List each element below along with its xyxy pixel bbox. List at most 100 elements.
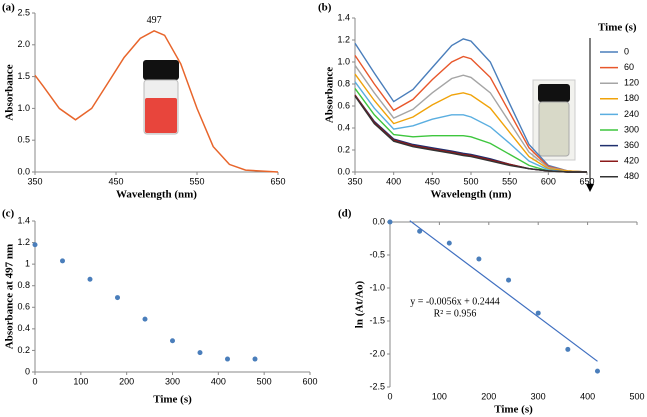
legend-label: 240 <box>624 109 639 119</box>
legend-label: 120 <box>624 78 639 88</box>
y-tick-label: 1 <box>25 259 30 269</box>
y-tick-label: 0.8 <box>17 280 30 290</box>
x-tick-label: 400 <box>386 176 401 186</box>
x-tick-label: 500 <box>257 376 272 386</box>
y-tick-label: 0 <box>25 366 30 376</box>
y-tick-label: 1.0 <box>337 56 350 66</box>
data-point <box>87 276 93 282</box>
y-tick-label: 1.2 <box>337 34 350 44</box>
y-tick-label: 0.5 <box>17 135 30 145</box>
series-line <box>34 29 279 173</box>
x-tick-label: 100 <box>432 391 447 401</box>
data-point <box>32 242 38 248</box>
x-axis-title: Wavelength (nm) <box>431 189 512 201</box>
y-tick-label: 2.5 <box>17 7 30 17</box>
y-axis-title: Absorbance at 497 nm <box>4 244 16 349</box>
data-point <box>506 277 512 283</box>
y-tick-label: 0.6 <box>17 302 30 312</box>
legend-label: 360 <box>624 140 639 150</box>
y-tick-label: -1.0 <box>369 282 385 292</box>
x-tick-label: 500 <box>463 176 478 186</box>
x-tick-label: 300 <box>531 391 546 401</box>
y-tick-label: 0.4 <box>337 122 350 132</box>
data-point <box>60 258 65 264</box>
y-tick-label: 0.6 <box>337 100 350 110</box>
legend-label: 420 <box>624 156 639 166</box>
x-tick-label: 200 <box>481 391 496 401</box>
annotation: 497 <box>147 15 162 26</box>
legend-arrow <box>586 38 594 192</box>
y-axis-title: Absorbance <box>324 67 336 123</box>
data-point <box>252 356 258 362</box>
vial-image <box>143 60 179 135</box>
x-tick-label: 0 <box>387 391 392 401</box>
x-axis-title: Wavelength (nm) <box>116 189 197 201</box>
x-axis-title: Time (s) <box>153 394 192 406</box>
y-tick-label: 1.0 <box>17 103 30 113</box>
vial-image <box>532 79 576 161</box>
data-point <box>594 368 600 374</box>
x-tick-label: 400 <box>211 376 226 386</box>
x-tick-label: 400 <box>580 391 595 401</box>
series-line <box>354 95 587 173</box>
legend-label: 0 <box>624 46 629 56</box>
x-tick-label: 600 <box>541 176 556 186</box>
series-line <box>354 55 588 173</box>
y-tick-label: 0.0 <box>372 216 385 226</box>
data-point <box>225 356 230 362</box>
series-line <box>354 81 587 173</box>
x-tick-label: 100 <box>73 376 88 386</box>
x-tick-label: 350 <box>27 176 42 186</box>
x-tick-label: 600 <box>302 376 317 386</box>
data-point <box>476 256 482 262</box>
legend-title: Time (s) <box>598 22 637 34</box>
data-point <box>142 316 148 322</box>
x-axis-title: Time (s) <box>494 404 533 416</box>
legend-label: 480 <box>624 171 639 181</box>
data-point <box>387 219 393 225</box>
panel-label: (d) <box>338 208 352 220</box>
x-tick-label: 650 <box>579 176 594 186</box>
y-tick-label: 1.2 <box>17 237 30 247</box>
x-tick-label: 500 <box>629 391 644 401</box>
y-tick-label: -2.0 <box>369 348 385 358</box>
y-tick-label: 1.5 <box>17 71 30 81</box>
trendline <box>409 220 598 362</box>
x-tick-label: 300 <box>165 376 180 386</box>
annotation: y = -0.0056x + 0.2444 <box>410 296 500 307</box>
y-tick-label: 1.4 <box>17 215 30 225</box>
data-point <box>197 350 203 356</box>
data-point <box>170 338 175 344</box>
y-tick-label: -1.5 <box>369 315 385 325</box>
series-line <box>354 38 588 173</box>
series-line <box>354 73 588 173</box>
panel-label: (a) <box>2 2 15 14</box>
y-axis-title: ln (At/Ao) <box>354 280 366 328</box>
x-tick-label: 350 <box>347 176 362 186</box>
y-tick-label: -2.5 <box>369 381 385 391</box>
x-tick-label: 550 <box>189 176 204 186</box>
y-tick-label: 1.4 <box>337 12 350 22</box>
legend-label: 180 <box>624 93 639 103</box>
data-point <box>417 228 423 234</box>
x-tick-label: 0 <box>32 376 37 386</box>
y-tick-label: 0.8 <box>337 78 350 88</box>
panel-label: (b) <box>318 2 332 14</box>
data-point <box>565 346 571 352</box>
x-tick-label: 650 <box>270 176 285 186</box>
data-point <box>535 310 541 316</box>
annotation: R² = 0.956 <box>434 308 477 319</box>
data-point <box>446 240 452 246</box>
y-tick-label: 0.0 <box>337 166 350 176</box>
x-tick-label: 200 <box>119 376 134 386</box>
y-tick-label: 0.2 <box>337 144 350 154</box>
y-tick-label: 0.2 <box>17 345 30 355</box>
series-line <box>354 64 588 173</box>
y-axis-title: Absorbance <box>4 64 16 120</box>
y-tick-label: -0.5 <box>369 249 385 259</box>
panel-label: (c) <box>2 208 15 220</box>
x-tick-label: 450 <box>108 176 123 186</box>
data-point <box>115 295 120 301</box>
x-tick-label: 450 <box>425 176 440 186</box>
